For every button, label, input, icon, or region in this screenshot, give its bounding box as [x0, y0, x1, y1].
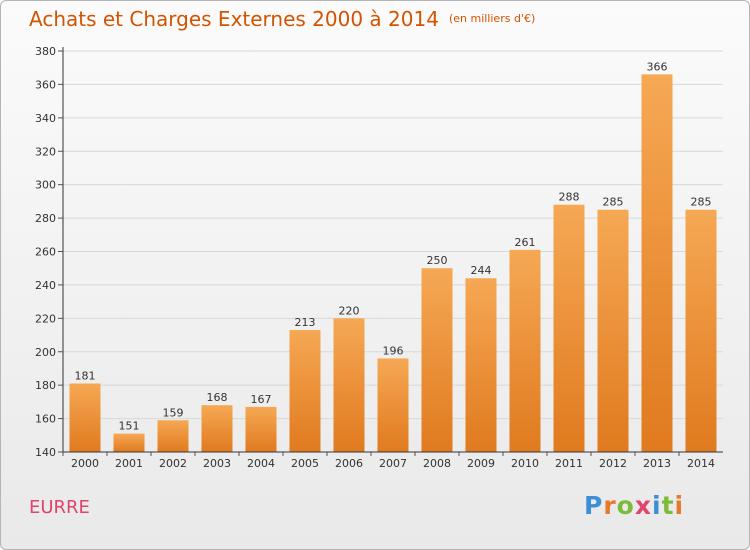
bar-value-label: 159	[163, 406, 184, 419]
x-tick-label: 2001	[115, 457, 143, 470]
bar	[201, 405, 233, 452]
x-tick-label: 2005	[291, 457, 319, 470]
y-tick-label: 200	[35, 346, 56, 359]
bar-value-label: 285	[603, 196, 624, 209]
logo-letter: o	[616, 491, 635, 520]
bar	[69, 383, 101, 452]
y-tick-label: 360	[35, 78, 56, 91]
logo-letter: i	[674, 491, 685, 520]
x-tick-label: 2012	[599, 457, 627, 470]
logo-letter: r	[603, 491, 617, 520]
bar	[113, 433, 145, 452]
x-tick-label: 2009	[467, 457, 495, 470]
y-tick-label: 220	[35, 312, 56, 325]
y-tick-label: 240	[35, 279, 56, 292]
x-tick-label: 2014	[687, 457, 715, 470]
bar-value-label: 196	[383, 344, 404, 357]
logo-letter: i	[652, 491, 662, 520]
x-tick-label: 2006	[335, 457, 363, 470]
title-text: Achats et Charges Externes 2000 à 2014	[29, 7, 439, 31]
y-tick-label: 320	[35, 145, 56, 158]
bar	[333, 318, 365, 452]
x-tick-label: 2013	[643, 457, 671, 470]
title-unit: (en milliers d'€)	[448, 12, 536, 25]
x-tick-label: 2007	[379, 457, 407, 470]
x-tick-label: 2003	[203, 457, 231, 470]
x-tick-label: 2004	[247, 457, 275, 470]
bar	[289, 330, 321, 452]
bar	[509, 249, 541, 452]
y-tick-label: 300	[35, 179, 56, 192]
bar	[157, 420, 189, 452]
bar	[597, 209, 629, 452]
bar-value-label: 213	[295, 316, 316, 329]
bar-value-label: 151	[119, 420, 140, 433]
bar-value-label: 167	[251, 393, 272, 406]
x-tick-label: 2008	[423, 457, 451, 470]
bar	[685, 209, 717, 452]
bar	[641, 74, 673, 453]
bar-value-label: 244	[471, 264, 492, 277]
y-tick-label: 280	[35, 212, 56, 225]
bar-value-label: 285	[691, 196, 712, 209]
y-tick-label: 160	[35, 413, 56, 426]
bar-value-label: 181	[75, 369, 96, 382]
x-tick-label: 2002	[159, 457, 187, 470]
bar-value-label: 288	[559, 191, 580, 204]
y-tick-label: 180	[35, 379, 56, 392]
bar	[377, 358, 409, 452]
logo-letter: x	[634, 491, 652, 520]
x-tick-label: 2011	[555, 457, 583, 470]
logo-letter: P	[584, 491, 604, 520]
bar	[245, 406, 277, 452]
bar-value-label: 250	[427, 254, 448, 267]
place-name: EURRE	[29, 497, 90, 518]
bar	[553, 204, 585, 452]
bar-value-label: 261	[515, 236, 536, 249]
y-tick-label: 260	[35, 246, 56, 259]
proxiti-logo: Proxiti	[584, 491, 684, 520]
y-tick-label: 340	[35, 112, 56, 125]
y-tick-label: 380	[35, 45, 56, 58]
logo-letter: t	[661, 491, 675, 520]
chart-title: Achats et Charges Externes 2000 à 2014 (e…	[29, 7, 535, 31]
bar-value-label: 220	[339, 304, 360, 317]
x-tick-label: 2000	[71, 457, 99, 470]
bar	[465, 278, 497, 452]
y-tick-label: 140	[35, 446, 56, 459]
bar	[421, 268, 453, 452]
x-tick-label: 2010	[511, 457, 539, 470]
bar-value-label: 366	[647, 60, 668, 73]
bar-value-label: 168	[207, 391, 228, 404]
